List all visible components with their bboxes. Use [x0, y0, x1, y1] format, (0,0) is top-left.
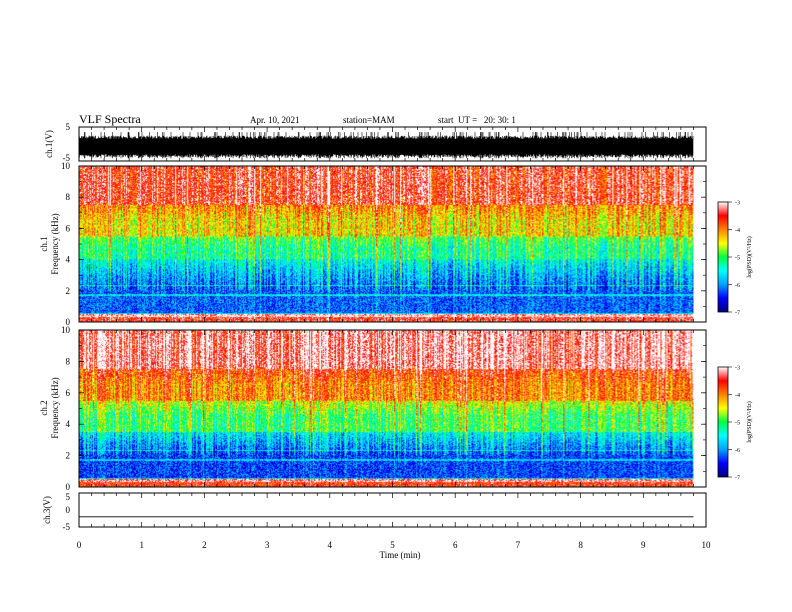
- freq-tick-label: 0: [66, 317, 71, 327]
- colorbar-tick-label: -7: [735, 476, 740, 482]
- ch3-ytick-mid: 0: [66, 505, 71, 515]
- start-ut-label: start UT = 20: 30: 1: [438, 115, 516, 125]
- station-label: station=MAM: [343, 115, 395, 125]
- time-tick-label: 4: [328, 540, 333, 550]
- colorbar-tick-label: -5: [735, 256, 740, 262]
- ch3-waveform-frame: [78, 492, 707, 528]
- time-tick-label: 0: [77, 540, 82, 550]
- ch1-waveform-line: [78, 132, 694, 159]
- time-tick-label: 9: [641, 540, 646, 550]
- freq-tick-label: 4: [66, 255, 71, 265]
- colorbar-tick-label: -7: [735, 311, 740, 317]
- freq-tick-label: 6: [66, 223, 71, 233]
- time-tick-label: 5: [390, 540, 395, 550]
- figure-title: VLF Spectra: [79, 112, 141, 126]
- ch1-ytick-bottom: -5: [63, 153, 71, 163]
- colorbar-tick-label: -6: [735, 448, 740, 454]
- ch1-spectrogram-image: [79, 166, 694, 322]
- colorbar-tick-label: -6: [735, 283, 740, 289]
- ch2-spectrogram-ylabel-channel: ch.2: [39, 400, 49, 415]
- time-tick-label: 2: [202, 540, 207, 550]
- freq-tick-label: 10: [61, 325, 71, 335]
- ch1-colorbar-label: log(PSD)(V²/Hz): [746, 236, 753, 277]
- ch1-waveform-panel: 5 -5 ch.1(V): [44, 122, 707, 163]
- freq-tick-label: 8: [66, 356, 71, 366]
- time-axis-label: Time (min): [380, 550, 421, 560]
- time-axis-ticklabels: 0 1 2 3 4 5 6 7 8 9 10: [77, 540, 711, 550]
- ch1-ytick-top: 5: [66, 122, 71, 132]
- freq-tick-label: 2: [66, 286, 71, 296]
- ch2-spectrogram-image: [79, 330, 694, 487]
- time-tick-label: 8: [578, 540, 583, 550]
- colorbar-tick-label: -3: [735, 201, 740, 207]
- ch2-spectrogram-panel: 0 2 4 6 8 10 ch.2 Frequency (kHz): [39, 325, 707, 492]
- ch1-spectrogram-ylabel-channel: ch.1: [39, 236, 49, 251]
- freq-tick-label: 10: [61, 161, 71, 171]
- ch1-spectrogram-ylabel-frequency: Frequency (kHz): [50, 213, 60, 274]
- ch1-spectrogram-ticks: [78, 165, 707, 323]
- time-tick-label: 6: [453, 540, 458, 550]
- time-tick-label: 7: [516, 540, 521, 550]
- ch3-ytick-bottom: -5: [63, 522, 71, 532]
- ch1-colorbar: -3 -4 -5 -6 -7 log(PSD)(V²/Hz): [717, 201, 753, 317]
- freq-tick-label: 6: [66, 388, 71, 398]
- ch1-spectrogram-yticklabels: 0 2 4 6 8 10: [61, 161, 71, 327]
- ch3-ytick-top: 5: [66, 492, 71, 502]
- ch2-spectrogram-ylabel-frequency: Frequency (kHz): [50, 377, 60, 438]
- ch3-waveform-panel: 5 0 -5 ch.3(V): [42, 492, 707, 532]
- ch2-colorbar-label: log(PSD)(V²/Hz): [746, 401, 753, 442]
- colorbar-tick-label: -4: [735, 228, 740, 234]
- ch2-colorbar: -3 -4 -5 -6 -7 log(PSD)(V²/Hz): [717, 366, 753, 482]
- ch1-colorbar-ticks: -3 -4 -5 -6 -7: [728, 201, 740, 317]
- ch1-spectrogram-panel: 0 2 4 6 8 10 ch.1 Frequency (kHz): [39, 161, 707, 327]
- colorbar-tick-label: -4: [735, 393, 740, 399]
- freq-tick-label: 4: [66, 419, 71, 429]
- freq-tick-label: 0: [66, 482, 71, 492]
- time-tick-label: 10: [702, 540, 712, 550]
- freq-tick-label: 8: [66, 192, 71, 202]
- ch1-waveform-ylabel: ch.1(V): [44, 130, 54, 158]
- time-tick-label: 3: [265, 540, 270, 550]
- ch3-waveform-ticks: [78, 493, 707, 527]
- ch2-colorbar-ticks: -3 -4 -5 -6 -7: [728, 366, 740, 482]
- ch1-colorbar-gradient: [717, 201, 729, 313]
- time-tick-label: 1: [139, 540, 144, 550]
- colorbar-tick-label: -5: [735, 421, 740, 427]
- ch2-spectrogram-yticklabels: 0 2 4 6 8 10: [61, 325, 71, 492]
- ch2-spectrogram-ticks: [78, 329, 707, 488]
- colorbar-tick-label: -3: [735, 366, 740, 372]
- ch2-colorbar-gradient: [717, 366, 729, 478]
- ch1-waveform-ticks: [78, 127, 707, 161]
- freq-tick-label: 2: [66, 451, 71, 461]
- date-label: Apr. 10, 2021: [250, 115, 300, 125]
- ch3-waveform-ylabel: ch.3(V): [42, 496, 52, 524]
